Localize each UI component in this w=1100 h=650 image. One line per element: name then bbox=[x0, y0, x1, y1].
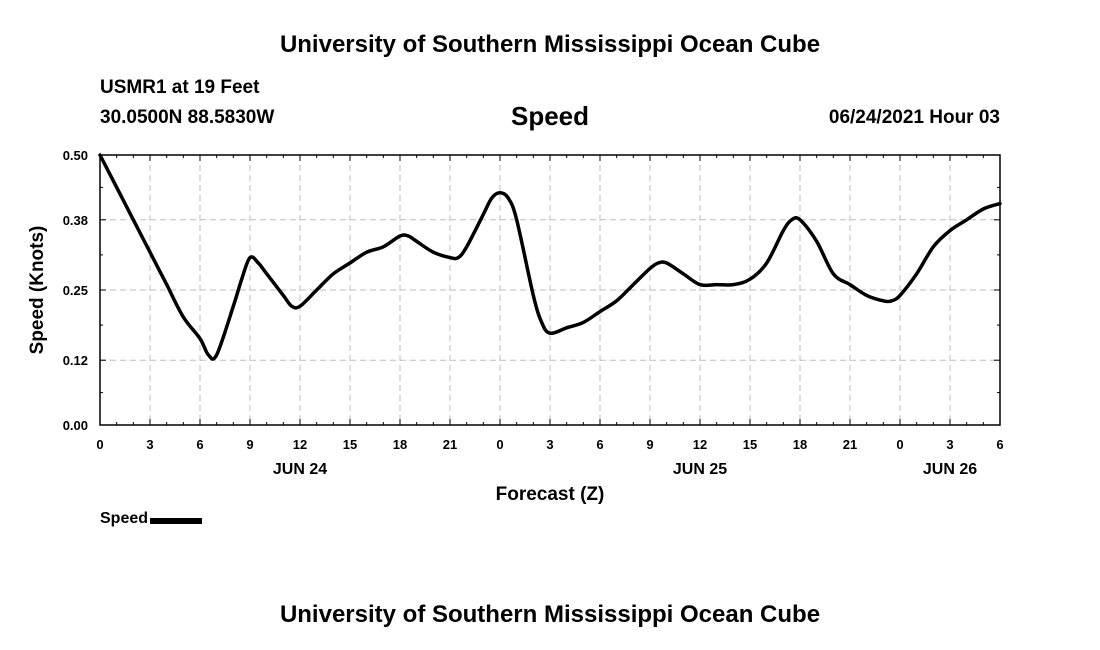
x-tick-label: 0 bbox=[96, 437, 103, 452]
x-tick-label: 0 bbox=[496, 437, 503, 452]
coordinates-label: 30.0500N 88.5830W bbox=[100, 107, 275, 128]
x-tick-label: 6 bbox=[596, 437, 603, 452]
x-tick-label: 3 bbox=[946, 437, 953, 452]
series-layer bbox=[98, 153, 1002, 361]
x-axis-title: Forecast (Z) bbox=[496, 484, 605, 505]
y-tick-label: 0.12 bbox=[63, 353, 88, 368]
x-tick-label: 3 bbox=[546, 437, 553, 452]
legend-label-speed: Speed bbox=[100, 510, 149, 527]
x-tick-label: 18 bbox=[393, 437, 407, 452]
x-tick-label: 15 bbox=[343, 437, 357, 452]
x-tick-label: 12 bbox=[693, 437, 707, 452]
y-axis-tick-labels: 0.00 0.12 0.25 0.38 0.50 bbox=[63, 148, 88, 433]
grid-lines bbox=[100, 155, 1000, 425]
y-tick-label: 0.50 bbox=[63, 148, 88, 163]
axis-ticks bbox=[99, 154, 1001, 426]
x-tick-label: 9 bbox=[246, 437, 253, 452]
chart-title: University of Southern Mississippi Ocean… bbox=[279, 31, 821, 58]
date-label: JUN 26 bbox=[923, 461, 977, 478]
x-tick-label: 3 bbox=[146, 437, 153, 452]
x-tick-label: 21 bbox=[443, 437, 457, 452]
forecast-datetime: 06/24/2021 Hour 03 bbox=[828, 107, 1000, 128]
variable-title: Speed bbox=[510, 101, 590, 131]
x-tick-label: 9 bbox=[646, 437, 653, 452]
footer-title: University of Southern Mississippi Ocean… bbox=[279, 601, 821, 628]
y-axis-title: Speed (Knots) bbox=[27, 226, 48, 355]
date-label: JUN 25 bbox=[673, 461, 727, 478]
x-tick-label: 0 bbox=[896, 437, 903, 452]
station-label: USMR1 at 19 Feet bbox=[100, 77, 260, 98]
x-axis-tick-labels: 0 3 6 9 12 15 18 21 0 3 6 9 12 15 18 21 0 3 6 bbox=[96, 437, 1003, 452]
y-tick-label: 0.38 bbox=[63, 213, 88, 228]
legend: Speed bbox=[100, 510, 203, 528]
x-tick-label: 6 bbox=[996, 437, 1003, 452]
y-tick-label: 0.00 bbox=[63, 418, 88, 433]
legend-swatch-speed bbox=[150, 518, 203, 524]
series-line-speed bbox=[98, 153, 1002, 361]
date-label: JUN 24 bbox=[273, 461, 327, 478]
x-tick-label: 21 bbox=[843, 437, 857, 452]
x-tick-label: 15 bbox=[743, 437, 757, 452]
x-tick-label: 6 bbox=[196, 437, 203, 452]
x-tick-label: 12 bbox=[293, 437, 307, 452]
date-labels: JUN 24 JUN 25 JUN 26 bbox=[273, 461, 977, 478]
y-tick-label: 0.25 bbox=[63, 283, 88, 298]
x-tick-label: 18 bbox=[793, 437, 807, 452]
